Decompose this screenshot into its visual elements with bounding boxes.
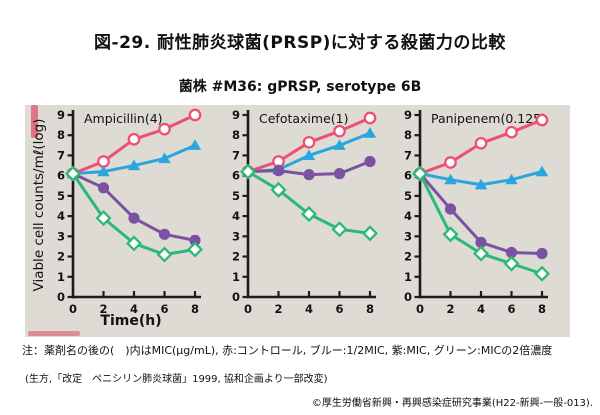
chart-cefotaxime: 0 1 2 3 4 5 6 7 8 9 0 2 4 6 8 Cefotaxime(1) [232,108,379,316]
svg-text:6: 6 [57,169,65,183]
svg-text:2: 2 [57,250,65,264]
svg-text:4: 4 [232,209,240,223]
svg-text:8: 8 [366,302,374,316]
svg-text:4: 4 [477,302,485,316]
svg-text:9: 9 [232,108,240,122]
scan-artifact-top [31,105,38,138]
svg-text:1: 1 [232,270,240,284]
svg-text:3: 3 [404,229,412,243]
svg-text:4: 4 [305,302,313,316]
chart-ampicillin: 0 1 2 3 4 5 6 7 8 9 0 2 4 6 8 Ampicillin(4) [57,108,204,316]
svg-text:2: 2 [274,302,282,316]
svg-text:0: 0 [404,290,412,304]
svg-text:4: 4 [57,209,65,223]
svg-text:0: 0 [232,290,240,304]
svg-text:5: 5 [404,189,412,203]
svg-text:3: 3 [232,229,240,243]
svg-text:8: 8 [232,128,240,142]
svg-text:6: 6 [335,302,343,316]
page-title: 図-29. 耐性肺炎球菌(PRSP)に対する殺菌力の比較 [94,33,506,53]
chart-panipenem: 0 1 2 3 4 5 6 7 8 9 0 2 4 6 8 Panipenem(0.125) [404,108,551,316]
svg-text:Panipenem(0.125): Panipenem(0.125) [431,111,546,126]
svg-text:Cefotaxime(1): Cefotaxime(1) [259,111,348,126]
svg-text:2: 2 [99,302,107,316]
svg-text:2: 2 [404,250,412,264]
copyright-text: ©厚生労働省新興・再興感染症研究事業(H22-新興-一般-013). [311,398,593,409]
svg-text:1: 1 [404,270,412,284]
svg-text:5: 5 [57,189,65,203]
svg-text:3: 3 [57,229,65,243]
svg-text:9: 9 [404,108,412,122]
svg-text:Ampicillin(4): Ampicillin(4) [84,111,163,126]
svg-text:6: 6 [232,169,240,183]
svg-text:9: 9 [57,108,65,122]
svg-text:7: 7 [232,148,240,162]
svg-text:8: 8 [538,302,546,316]
svg-text:8: 8 [191,302,199,316]
svg-text:2: 2 [446,302,454,316]
svg-text:2: 2 [232,250,240,264]
svg-text:8: 8 [404,128,412,142]
x-axis-label: Time(h) [100,313,162,329]
svg-text:8: 8 [57,128,65,142]
svg-text:1: 1 [57,270,65,284]
source-text: (生方,「改定 ペニシリン肺炎球菌」1999, 協和企画より一部改変) [25,374,328,385]
svg-text:0: 0 [416,302,424,316]
svg-text:4: 4 [130,302,138,316]
svg-text:7: 7 [404,148,412,162]
svg-text:0: 0 [57,290,65,304]
svg-text:6: 6 [160,302,168,316]
svg-text:5: 5 [232,189,240,203]
svg-text:6: 6 [507,302,515,316]
scan-artifact-bottom [28,331,80,336]
svg-text:0: 0 [69,302,77,316]
svg-text:6: 6 [404,169,412,183]
note-text: 注：薬剤名の後の( )内はMIC(μg/mL), 赤:コントロール, ブルー:1… [22,344,553,357]
svg-text:4: 4 [404,209,412,223]
svg-text:7: 7 [57,148,65,162]
svg-text:0: 0 [244,302,252,316]
page-subtitle: 菌株 #M36: gPRSP, serotype 6B [178,79,422,95]
